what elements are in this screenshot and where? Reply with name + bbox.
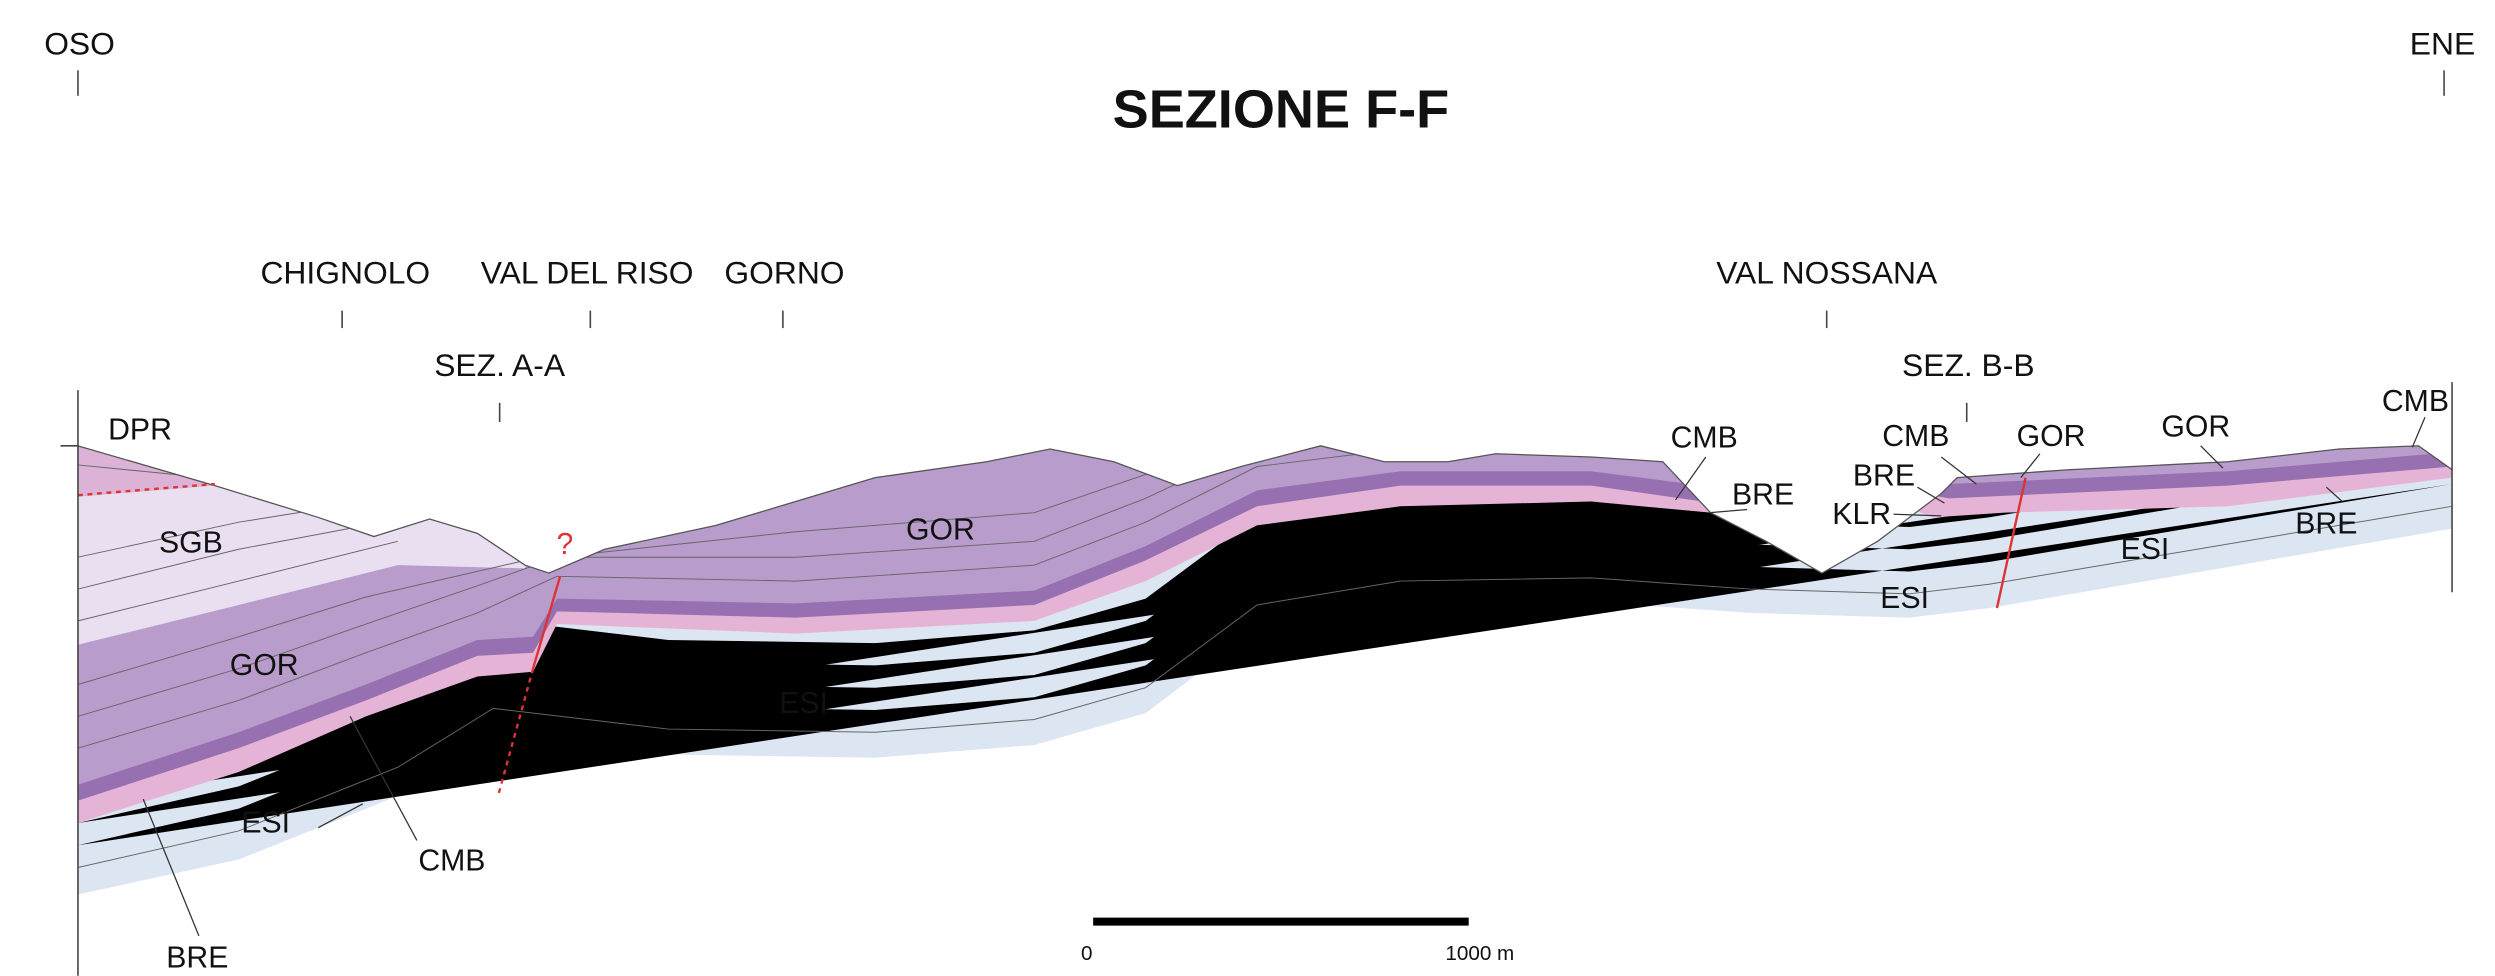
formation-label: CMB — [1671, 421, 1738, 454]
formation-label: ESI — [241, 806, 290, 839]
formation-label: GOR — [2161, 410, 2230, 443]
formation-label: ESI — [2121, 533, 2170, 566]
sgb-layer — [0, 0, 636, 644]
formation-label: BRE — [166, 942, 228, 975]
locality-label: VAL NOSSANA — [1716, 255, 1938, 291]
formation-label: BRE — [1732, 479, 1794, 512]
formation-label: KLR — [1832, 498, 1891, 531]
formation-label: ESI — [779, 687, 828, 720]
formation-label: CMB — [418, 845, 485, 878]
direction-label: ENE — [2410, 25, 2475, 61]
section-label: SEZ. A-A — [434, 347, 566, 383]
formation-label: BRE — [1853, 460, 1915, 493]
formation-label: CMB — [1882, 420, 1949, 453]
locality-label: VAL DEL RISO — [481, 255, 694, 291]
locality-label: CHIGNOLO — [260, 255, 430, 291]
formation-label: SGB — [159, 526, 223, 559]
scale-label: 0 — [1081, 942, 1093, 965]
formation-label: DPR — [108, 413, 172, 446]
formation-label: ESI — [1880, 582, 1929, 615]
page: {"header": {"title": "SEZIONE F-F", "lef… — [0, 0, 2495, 976]
formation-label: GOR — [230, 649, 299, 682]
formation-label: BRE — [2295, 507, 2357, 540]
section-label: SEZ. B-B — [1902, 347, 2035, 383]
formation-label: GOR — [906, 514, 975, 547]
formation-label: GOR — [2017, 420, 2086, 453]
locality-label: GORNO — [724, 255, 844, 291]
scale-label: 1000 m — [1445, 942, 1514, 965]
direction-label: OSO — [44, 25, 115, 61]
fault-query: ? — [556, 528, 573, 561]
cross-section: OSO ENE SEZIONE F-F CHIGNOLO VAL DEL RIS… — [0, 0, 2495, 976]
title: SEZIONE F-F — [1113, 80, 1450, 140]
formation-label: CMB — [2382, 385, 2449, 418]
